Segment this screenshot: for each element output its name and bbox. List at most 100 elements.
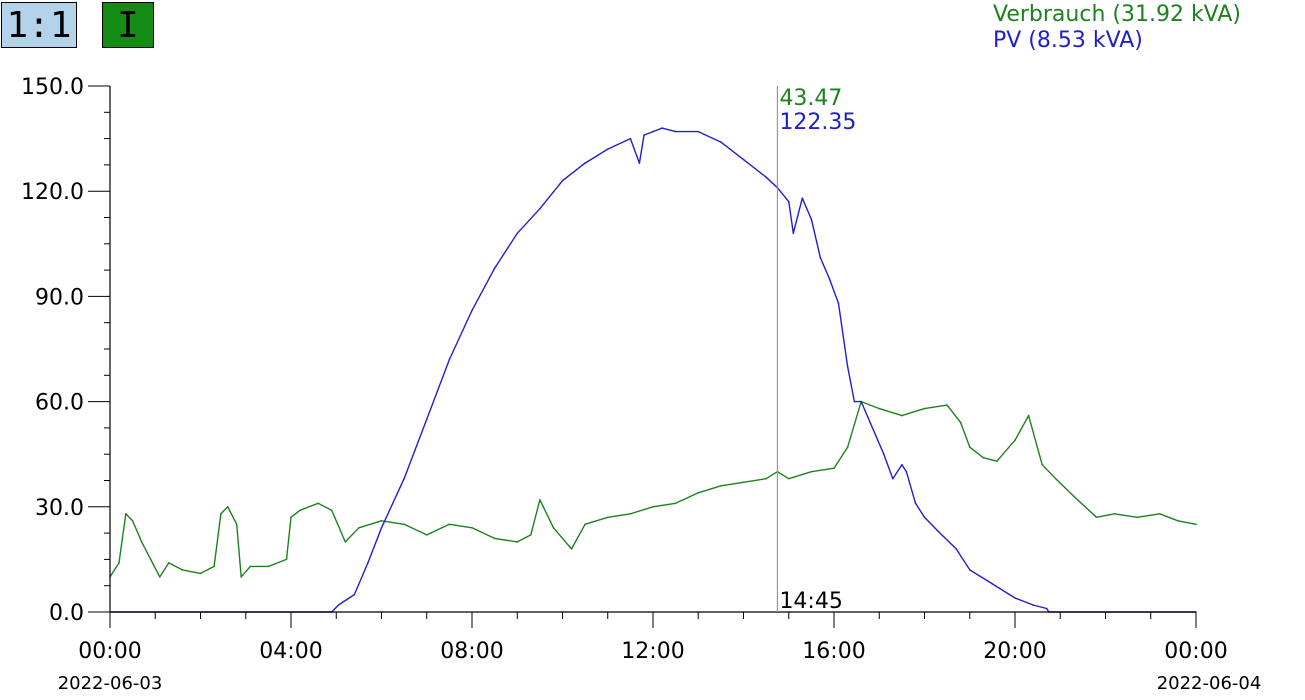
y-tick-label: 120.0 xyxy=(21,180,84,205)
data-point xyxy=(1159,513,1161,515)
data-point xyxy=(1136,516,1138,519)
data-point xyxy=(299,509,301,512)
data-point xyxy=(448,358,451,361)
zoom-button-label: 1:1 xyxy=(6,4,72,46)
mode-button[interactable]: I xyxy=(102,2,154,48)
data-point xyxy=(1073,495,1075,498)
data-point xyxy=(1014,439,1016,442)
x-tick-label: 00:00 xyxy=(1164,639,1227,664)
data-point xyxy=(539,207,541,210)
series-line-verbrauch xyxy=(109,400,1197,578)
data-point xyxy=(853,400,856,403)
x-tick-label: 20:00 xyxy=(983,639,1046,664)
data-point xyxy=(959,421,962,424)
data-point xyxy=(426,418,428,420)
data-point xyxy=(661,127,663,129)
data-point xyxy=(140,541,143,543)
data-point xyxy=(131,520,134,522)
data-point xyxy=(846,446,849,449)
data-point xyxy=(493,537,496,540)
zoom-button[interactable]: 1:1 xyxy=(1,2,77,48)
data-point xyxy=(337,604,340,606)
data-point xyxy=(1045,607,1048,610)
y-tick-label: 30.0 xyxy=(35,496,84,521)
data-point xyxy=(584,162,586,164)
data-point xyxy=(426,534,428,536)
data-point xyxy=(638,162,641,164)
data-point xyxy=(901,463,903,466)
data-point xyxy=(125,513,127,515)
data-point xyxy=(367,562,369,564)
data-point xyxy=(213,565,215,568)
data-point xyxy=(969,569,971,571)
data-point xyxy=(923,516,926,519)
data-point xyxy=(674,130,677,133)
data-point xyxy=(380,520,383,522)
data-point xyxy=(788,477,790,480)
data-point xyxy=(539,499,541,501)
data-point xyxy=(982,456,985,459)
data-point xyxy=(584,523,586,526)
x-tick-label: 16:00 xyxy=(802,639,865,664)
data-point xyxy=(846,365,849,368)
data-point xyxy=(159,576,161,578)
data-point xyxy=(226,506,229,508)
data-point xyxy=(1027,414,1030,417)
data-point xyxy=(181,569,184,571)
data-point xyxy=(1177,520,1179,522)
series-line-pv xyxy=(110,127,1196,613)
data-point xyxy=(530,534,532,536)
data-point xyxy=(493,267,496,270)
data-point xyxy=(607,516,609,519)
data-point xyxy=(380,527,383,529)
legend-item-pv: PV (8.53 kVA) xyxy=(993,28,1143,53)
axis-ticks xyxy=(88,85,1197,628)
data-point xyxy=(1032,604,1034,606)
data-point xyxy=(810,470,813,473)
data-point xyxy=(720,485,722,487)
data-point xyxy=(220,513,222,515)
x-tick-label: 00:00 xyxy=(78,639,141,664)
data-point xyxy=(946,404,948,406)
data-point xyxy=(471,309,473,312)
data-point xyxy=(643,134,645,136)
data-point xyxy=(168,562,170,564)
legend-item-verbrauch: Verbrauch (31.92 kVA) xyxy=(993,2,1241,27)
data-point xyxy=(403,477,405,480)
data-point xyxy=(937,530,939,533)
cursor-value-verbrauch: 43.47 xyxy=(779,86,842,111)
data-point xyxy=(788,200,790,203)
data-point xyxy=(652,130,654,133)
data-point xyxy=(199,572,202,575)
data-point xyxy=(471,527,473,529)
data-point xyxy=(1113,513,1116,515)
data-point xyxy=(240,576,242,578)
data-point xyxy=(869,421,871,424)
data-point xyxy=(901,414,903,417)
x-tick-label: 04:00 xyxy=(259,639,322,664)
data-point xyxy=(570,548,573,550)
data-point xyxy=(285,558,288,561)
data-point xyxy=(892,477,894,480)
data-point xyxy=(1014,597,1016,599)
data-point xyxy=(742,158,745,161)
data-point xyxy=(249,565,252,568)
data-point xyxy=(652,506,654,508)
data-point xyxy=(810,218,813,221)
data-point xyxy=(697,492,700,494)
mode-button-label: I xyxy=(117,4,139,46)
data-point xyxy=(674,502,677,505)
data-point xyxy=(883,453,885,456)
data-point xyxy=(837,302,840,305)
data-point xyxy=(149,558,152,561)
y-tick-label: 90.0 xyxy=(35,285,84,310)
data-point xyxy=(1095,516,1098,519)
data-point xyxy=(996,460,998,463)
data-point xyxy=(448,523,451,526)
data-point xyxy=(792,232,795,235)
data-point xyxy=(1195,523,1197,526)
x-tick-labels: 00:00 04:00 08:00 12:00 16:00 20:00 00:00 xyxy=(78,639,1227,664)
data-point xyxy=(317,502,319,505)
data-point xyxy=(118,562,120,564)
